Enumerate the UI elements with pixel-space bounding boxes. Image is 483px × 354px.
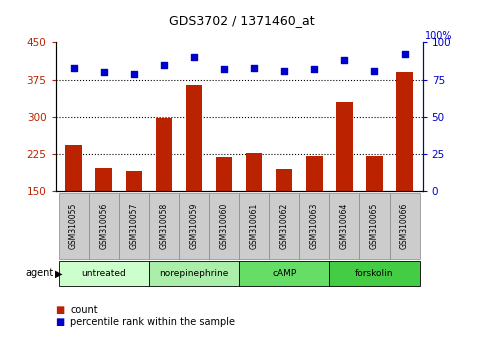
Point [370, 68, 378, 74]
Text: GSM310059: GSM310059 [189, 202, 199, 249]
Text: GSM310066: GSM310066 [400, 202, 409, 249]
Text: ■: ■ [56, 305, 65, 315]
Bar [149, 193, 179, 259]
Text: GSM310065: GSM310065 [370, 202, 379, 249]
Bar [389, 193, 420, 259]
Text: forskolin: forskolin [355, 269, 394, 278]
Bar [336, 102, 353, 191]
Text: GSM310060: GSM310060 [220, 202, 228, 249]
Text: GSM310058: GSM310058 [159, 202, 169, 249]
Bar [239, 261, 329, 286]
Text: norepinephrine: norepinephrine [159, 269, 228, 278]
Bar [119, 193, 149, 259]
Text: GDS3702 / 1371460_at: GDS3702 / 1371460_at [169, 14, 314, 27]
Text: GSM310056: GSM310056 [99, 202, 108, 249]
Point [341, 57, 348, 63]
Point [100, 69, 108, 75]
Text: GSM310062: GSM310062 [280, 202, 289, 249]
Point [250, 65, 258, 70]
Bar [366, 156, 383, 191]
Text: GSM310055: GSM310055 [69, 202, 78, 249]
Text: percentile rank within the sample: percentile rank within the sample [70, 317, 235, 327]
Text: count: count [70, 305, 98, 315]
Bar [58, 193, 89, 259]
Bar [156, 118, 172, 191]
Text: ▶: ▶ [55, 268, 62, 279]
Text: 100%: 100% [425, 31, 453, 41]
Point [160, 62, 168, 68]
Text: untreated: untreated [81, 269, 126, 278]
Bar [209, 193, 239, 259]
Bar [276, 169, 293, 191]
Bar [126, 171, 142, 191]
Text: cAMP: cAMP [272, 269, 297, 278]
Bar [329, 193, 359, 259]
Point [130, 71, 138, 76]
Bar [216, 158, 232, 191]
Bar [58, 261, 149, 286]
Bar [306, 156, 323, 191]
Bar [96, 168, 112, 191]
Bar [269, 193, 299, 259]
Bar [239, 193, 269, 259]
Bar [246, 153, 262, 191]
Point [280, 68, 288, 74]
Point [190, 55, 198, 60]
Point [70, 65, 77, 70]
Bar [299, 193, 329, 259]
Text: GSM310057: GSM310057 [129, 202, 138, 249]
Bar [89, 193, 119, 259]
Bar [329, 261, 420, 286]
Bar [149, 261, 239, 286]
Bar [179, 193, 209, 259]
Text: ■: ■ [56, 317, 65, 327]
Point [401, 52, 409, 57]
Point [311, 67, 318, 72]
Bar [359, 193, 389, 259]
Bar [396, 72, 413, 191]
Bar [65, 145, 82, 191]
Text: agent: agent [25, 268, 53, 279]
Text: GSM310063: GSM310063 [310, 202, 319, 249]
Text: GSM310064: GSM310064 [340, 202, 349, 249]
Point [220, 67, 228, 72]
Text: GSM310061: GSM310061 [250, 202, 258, 249]
Bar [185, 85, 202, 191]
